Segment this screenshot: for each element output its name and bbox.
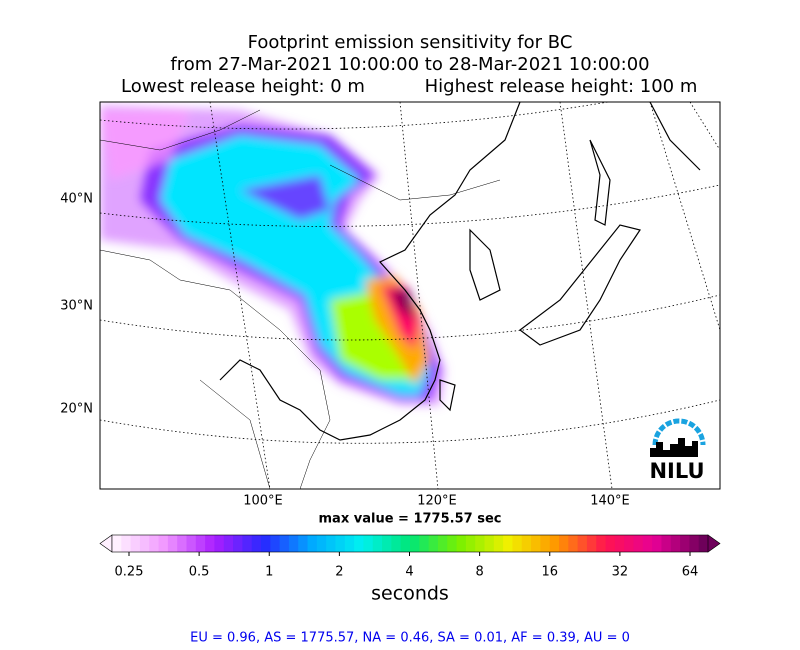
colorbar-cell [382,535,392,552]
colorbar-cell [316,535,327,552]
lon-label: 100°E [243,494,283,509]
colorbar-cell [614,535,625,552]
title-line: Lowest release height: 0 m [121,76,365,97]
colorbar-cell [549,535,560,552]
borders [100,109,501,489]
footer: EU = 0.96, AS = 1775.57, NA = 0.46, SA =… [190,631,630,646]
colorbar-cell [419,535,430,552]
colorbar-cell [680,535,690,552]
colorbar-cell [661,535,672,552]
colorbar-cell [642,535,653,552]
colorbar-cell [503,535,513,552]
colorbar-cell [121,535,132,552]
colorbar-cell [568,535,579,552]
colorbar-tick-label: 32 [612,565,629,580]
colorbar-label: seconds [371,583,449,605]
colorbar-cell [177,535,187,552]
colorbar-cell [195,535,206,552]
colorbar-tick-label: 16 [541,565,558,580]
colorbar-cell [437,535,448,552]
colorbar-tick-label: 1 [265,565,273,580]
colorbar-cell [652,535,662,552]
colorbar-cell [698,535,709,552]
lat-label: 30°N [60,299,93,314]
colorbar-cell [298,535,309,552]
lat-label: 20°N [60,402,93,417]
colorbar-cell [307,535,318,552]
colorbar-cell [205,535,215,552]
colorbar-cell [279,535,290,552]
colorbar-cell [670,535,681,552]
plume [100,105,445,405]
colorbar-cell [149,535,160,552]
colorbar-cell [233,535,243,552]
colorbar-cell [586,535,597,552]
map [100,102,720,489]
lon-label: 140°E [590,494,630,509]
colorbar-cell [251,535,262,552]
colorbar-tick-label: 0.25 [115,565,144,580]
colorbar-cell [354,535,364,552]
colorbar-cell [326,535,336,552]
colorbar-cell [512,535,523,552]
colorbar-cell [112,535,122,552]
colorbar-tick-label: 2 [335,565,343,580]
colorbar-cell [400,535,411,552]
colorbar-tick-label: 4 [405,565,413,580]
colorbar-cell [167,535,178,552]
colorbar-cell [223,535,234,552]
colorbar-cell [139,535,150,552]
colorbar-cell [270,535,281,552]
colorbar-cell [475,535,485,552]
title-line: Footprint emission sensitivity for BC [248,32,573,53]
max-value: max value = 1775.57 sec [319,512,502,527]
colorbar-cell [689,535,700,552]
colorbar-cell [428,535,439,552]
colorbar-cell [130,535,141,552]
colorbar-cell [559,535,569,552]
colorbar-cell [447,535,458,552]
colorbar-cell [372,535,383,552]
colorbar-cell [456,535,467,552]
lon-label: 120°E [417,494,457,509]
colorbar-cell [493,535,504,552]
colorbar-cell [335,535,346,552]
lat-label: 40°N [60,192,93,207]
colorbar-extend [707,534,721,553]
colorbar-cell [605,535,616,552]
colorbar-cell [186,535,197,552]
colorbar-cell [624,535,634,552]
colorbar-cell [158,535,169,552]
title-line: Highest release height: 100 m [425,76,698,97]
colorbar-cell [288,535,299,552]
colorbar-cell [410,535,420,552]
colorbar: 0.25 0.5 1 2 4 8 16 32 64 [99,534,721,580]
coastlines [219,102,701,441]
graticule [100,102,720,489]
colorbar-cell [363,535,374,552]
colorbar-cell [465,535,476,552]
colorbar-cell [242,535,253,552]
colorbar-cell [344,535,355,552]
colorbar-cell [391,535,402,552]
logo: NILU [649,418,706,483]
colorbar-cell [261,535,271,552]
colorbar-cell [577,535,588,552]
logo-text: NILU [649,459,704,483]
colorbar-tick-label: 0.5 [189,565,210,580]
colorbar-cell [214,535,225,552]
colorbar-cell [531,535,541,552]
map-frame [99,101,721,490]
colorbar-tick-label: 64 [682,565,699,580]
colorbar-cell [596,535,607,552]
title-line: from 27-Mar-2021 10:00:00 to 28-Mar-2021… [170,54,649,75]
colorbar-cell [540,535,551,552]
colorbar-cell [521,535,532,552]
colorbar-tick-label: 8 [475,565,483,580]
colorbar-cell [633,535,644,552]
colorbar-cell [484,535,495,552]
colorbar-extend [99,534,113,553]
